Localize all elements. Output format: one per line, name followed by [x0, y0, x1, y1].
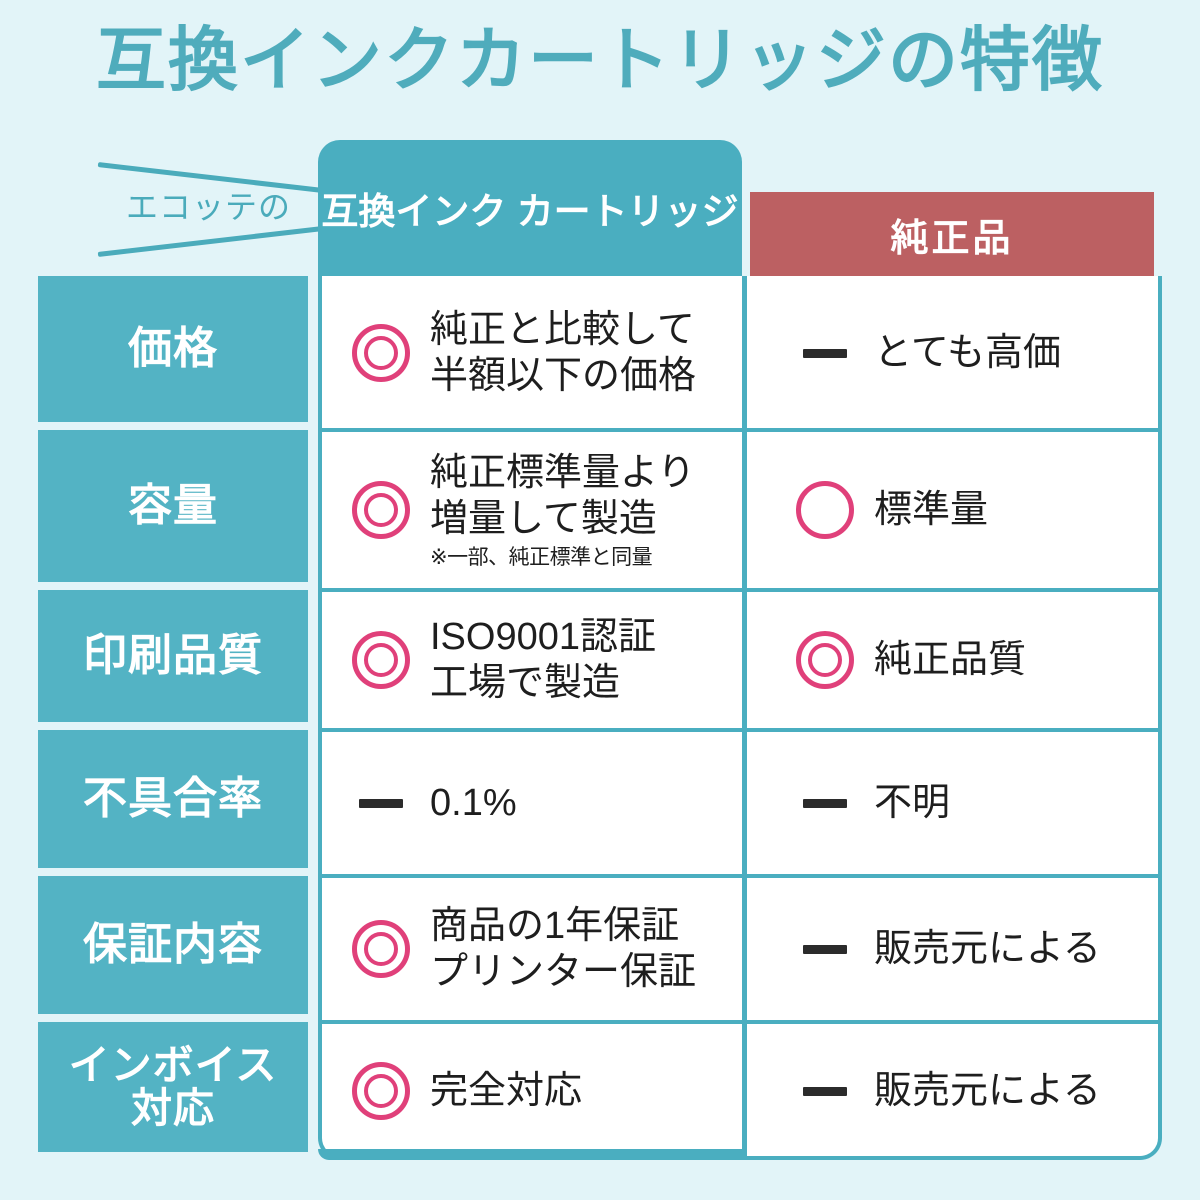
double-circle-outer: [352, 920, 410, 978]
cell-original: 不明: [750, 730, 1162, 876]
cell-note: ※一部、純正標準と同量: [430, 545, 653, 569]
dash-icon: [794, 944, 856, 954]
dash-icon: [794, 1086, 856, 1096]
row-label-text: 不具合率: [83, 773, 263, 823]
middle-column-bottom-cap: [318, 1149, 747, 1160]
dash-icon: [794, 348, 856, 358]
column-header-original: 純正品: [750, 192, 1154, 276]
single-circle-icon: [794, 481, 856, 539]
cell-text: 0.1%: [430, 781, 517, 824]
cell-text: ISO9001認証 工場で製造: [430, 615, 656, 704]
cell-original: 標準量: [750, 430, 1162, 590]
column-divider: [742, 276, 747, 1160]
dash-shape: [359, 798, 403, 808]
cell-text: 不明: [874, 781, 951, 824]
double-circle-icon: [350, 481, 412, 539]
double-circle-outer: [352, 324, 410, 382]
table-body-frame: [318, 276, 1162, 1160]
row-label: インボイス 対応: [38, 1022, 308, 1152]
row-label: 印刷品質: [38, 590, 308, 722]
cell-text: 商品の1年保証 プリンター保証: [430, 904, 697, 993]
row-label-text: 保証内容: [83, 919, 263, 969]
row-label: 不具合率: [38, 730, 308, 868]
dash-shape: [803, 1086, 847, 1096]
double-circle-inner: [808, 643, 842, 677]
double-circle-inner: [364, 932, 398, 966]
row-separator: [318, 1020, 1162, 1024]
cell-original: 純正品質: [750, 590, 1162, 730]
cell-compatible: 0.1%: [324, 730, 742, 876]
cell-text: 販売元による: [874, 1069, 1101, 1112]
double-circle-outer: [352, 1062, 410, 1120]
brand-tag: エコッテの: [96, 140, 321, 272]
row-label: 容量: [38, 430, 308, 582]
row-separator: [318, 874, 1162, 878]
cell-text: 完全対応: [430, 1069, 583, 1112]
double-circle-outer: [352, 481, 410, 539]
double-circle-inner: [364, 493, 398, 527]
double-circle-icon: [350, 1062, 412, 1120]
cell-text: 販売元による: [874, 927, 1101, 970]
double-circle-inner: [364, 643, 398, 677]
row-label: 価格: [38, 276, 308, 422]
cell-compatible: 商品の1年保証 プリンター保証: [324, 876, 742, 1022]
row-label-text: 印刷品質: [83, 630, 263, 680]
double-circle-icon: [350, 920, 412, 978]
double-circle-icon: [350, 631, 412, 689]
row-label-text: 価格: [128, 323, 218, 373]
dash-icon: [794, 798, 856, 808]
dash-shape: [803, 348, 847, 358]
dash-shape: [803, 944, 847, 954]
dash-shape: [803, 798, 847, 808]
row-label: 保証内容: [38, 876, 308, 1014]
cell-text: とても高価: [874, 331, 1061, 374]
cell-compatible: 純正と比較して 半額以下の価格: [324, 276, 742, 430]
row-separator: [318, 428, 1162, 432]
double-circle-icon: [794, 631, 856, 689]
cell-compatible: 完全対応: [324, 1022, 742, 1160]
cell-compatible: ISO9001認証 工場で製造: [324, 590, 742, 730]
cell-text: 標準量: [874, 488, 989, 531]
row-separator: [318, 588, 1162, 592]
row-label-text: インボイス 対応: [68, 1041, 278, 1131]
cell-original: 販売元による: [750, 876, 1162, 1022]
row-separator: [318, 728, 1162, 732]
double-circle-outer: [796, 631, 854, 689]
double-circle-icon: [350, 324, 412, 382]
double-circle-outer: [352, 631, 410, 689]
page-title: 互換インクカートリッジの特徴: [96, 21, 1104, 99]
comparison-table: 互換インク カートリッジ 純正品 価格 純正と比較して 半額以下の価格 とても高価容…: [38, 140, 1162, 1160]
cell-text: 純正品質: [874, 638, 1027, 681]
cell-original: 販売元による: [750, 1022, 1162, 1160]
brand-label: エコッテの: [125, 189, 291, 225]
row-label-text: 容量: [128, 480, 218, 530]
column-header-compatible: 互換インク カートリッジ: [318, 140, 742, 276]
cell-text: 純正標準量より 増量して製造: [430, 452, 696, 541]
double-circle-inner: [364, 1074, 398, 1108]
double-circle-inner: [364, 336, 398, 370]
cell-compatible: 純正標準量より 増量して製造 ※一部、純正標準と同量: [324, 430, 742, 590]
dash-icon: [350, 798, 412, 808]
cell-original: とても高価: [750, 276, 1162, 430]
single-circle-shape: [796, 481, 854, 539]
cell-text: 純正と比較して 半額以下の価格: [430, 308, 697, 397]
